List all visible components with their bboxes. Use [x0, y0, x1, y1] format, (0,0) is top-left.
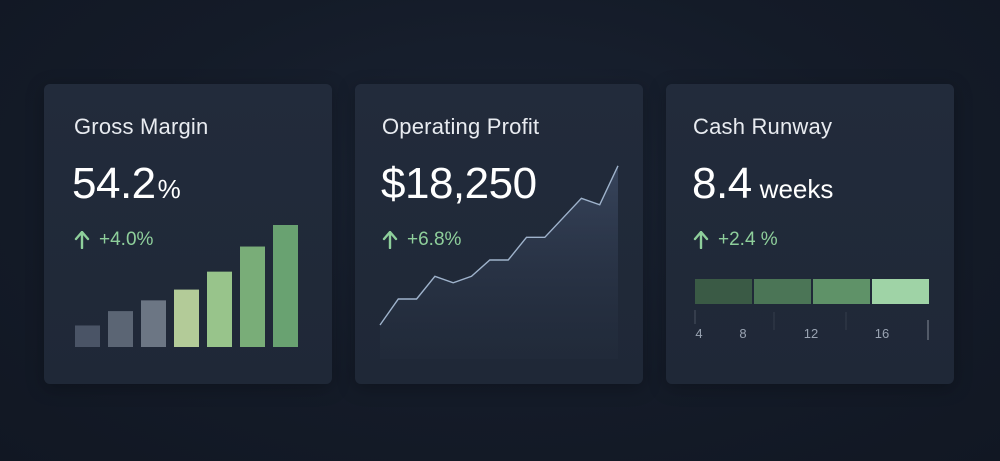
bar-4	[174, 289, 199, 347]
runway-axis: 4 8 12 16	[666, 84, 954, 384]
bar-chart	[75, 225, 298, 347]
bar-7	[273, 225, 298, 347]
tick-label: 16	[874, 326, 890, 341]
metric-value-group: 8.4 weeks	[692, 162, 833, 206]
metric-unit: weeks	[759, 174, 834, 204]
card-title: Operating Profit	[382, 114, 540, 139]
runway-segment-3	[813, 279, 870, 304]
area-chart	[379, 165, 619, 359]
card-title: Cash Runway	[693, 114, 833, 139]
delta-value: +4.0%	[99, 229, 154, 250]
area-fill	[380, 165, 618, 359]
gross-margin-card: Gross Margin 54.2% +4.0%	[44, 84, 332, 384]
card-title: Gross Margin	[74, 114, 209, 139]
delta-value: +6.8%	[407, 229, 462, 250]
bar-5	[207, 271, 232, 347]
runway-segment-4	[872, 279, 929, 304]
operating-profit-card: Operating Profit $18,250 +6.8%	[355, 84, 643, 384]
delta-indicator: +2.4 %	[693, 229, 778, 251]
bar-2	[108, 311, 133, 347]
delta-value: +2.4 %	[718, 229, 778, 250]
runway-progress-bar	[695, 279, 929, 304]
metric-value-group: $18,250	[381, 162, 537, 206]
metric-unit: %	[157, 174, 181, 204]
metric-value: 8.4	[692, 159, 752, 208]
delta-indicator: +6.8%	[382, 229, 461, 251]
tick-label: 4	[695, 326, 703, 341]
tick-label: 12	[803, 326, 819, 341]
metric-value: 54.2	[72, 159, 156, 208]
metric-value-group: 54.2%	[72, 162, 181, 206]
metric-value: $18,250	[381, 159, 537, 208]
bar-1	[75, 325, 100, 347]
arrow-up-icon	[693, 231, 709, 249]
series-line	[379, 165, 619, 326]
runway-segment-1	[695, 279, 752, 304]
delta-indicator: +4.0%	[74, 229, 153, 251]
bar-6	[240, 246, 265, 347]
runway-segment-2	[754, 279, 811, 304]
arrow-up-icon	[74, 231, 90, 249]
tick-label: 8	[739, 326, 747, 341]
cash-runway-card: Cash Runway 8.4 weeks +2.4 % 4 8 12 16	[666, 84, 954, 384]
arrow-up-icon	[382, 231, 398, 249]
bar-3	[141, 300, 166, 347]
